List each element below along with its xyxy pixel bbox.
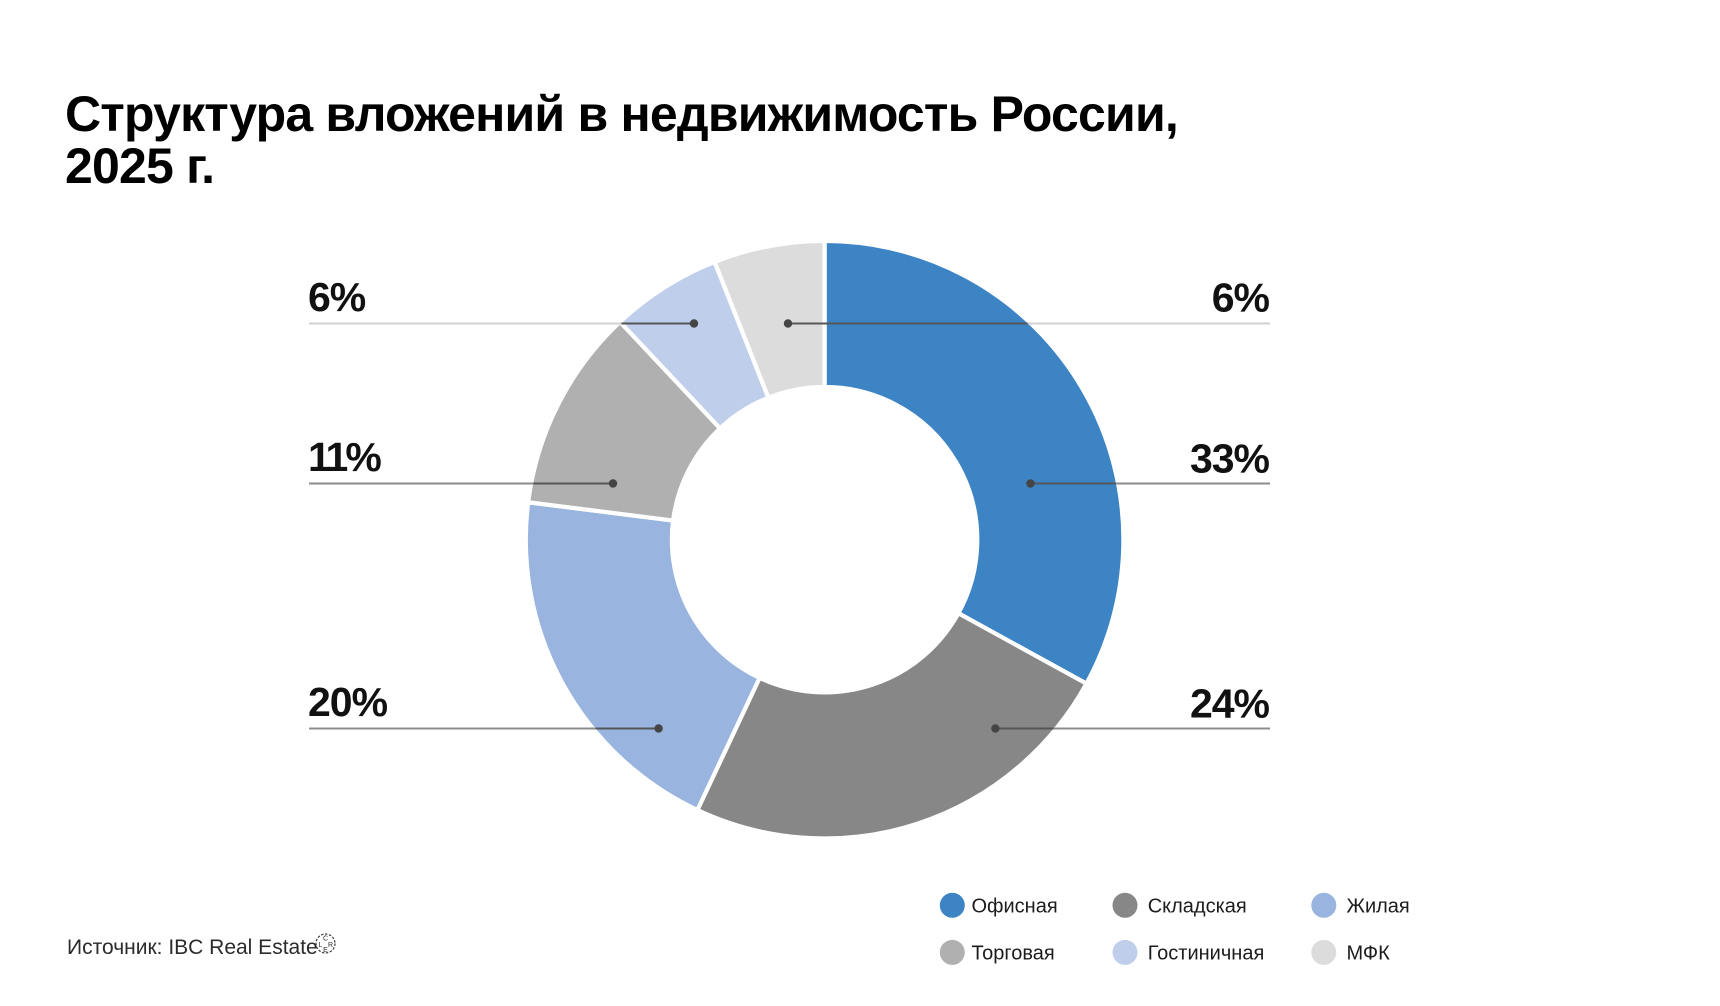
svg-text:6%: 6%	[1212, 275, 1270, 321]
svg-text:Складская: Складская	[1148, 895, 1247, 917]
svg-text:Гостиничная: Гостиничная	[1148, 942, 1265, 964]
svg-text:6%: 6%	[308, 274, 366, 320]
svg-text:E: E	[323, 947, 328, 954]
svg-text:C: C	[323, 936, 328, 943]
svg-text:33%: 33%	[1190, 436, 1270, 482]
svg-text:Жилая: Жилая	[1347, 895, 1410, 917]
svg-text:Торговая: Торговая	[972, 942, 1055, 964]
svg-text:L: L	[319, 942, 323, 949]
svg-text:24%: 24%	[1190, 681, 1270, 727]
svg-text:МФК: МФК	[1347, 942, 1391, 964]
svg-text:11%: 11%	[308, 434, 381, 480]
svg-text:R: R	[328, 942, 333, 949]
svg-text:20%: 20%	[308, 679, 388, 725]
svg-text:Офисная: Офисная	[972, 895, 1058, 917]
svg-text:Источник: IBC Real Estate: Источник: IBC Real Estate	[67, 936, 318, 959]
